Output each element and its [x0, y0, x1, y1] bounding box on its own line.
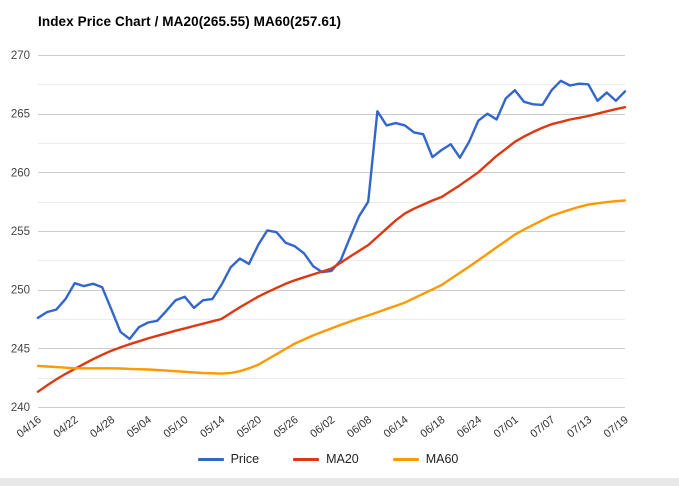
x-axis-tick-label: 04/22: [51, 414, 80, 440]
ma20-line-swatch: [293, 457, 320, 461]
x-axis-tick-label: 06/24: [455, 414, 484, 440]
ma60-line: [36, 199, 627, 375]
minor-gridlines: [38, 84, 625, 379]
x-axis-labels: 04/16 04/22 04/28 05/04 05/10 05/14 05/20 05/26…: [15, 414, 631, 440]
x-axis-tick-label: 05/10: [162, 414, 191, 440]
y-axis-tick-label: 270: [11, 50, 30, 62]
x-axis-tick-label: 05/14: [198, 414, 227, 440]
bottom-scrollbar-track[interactable]: [0, 478, 679, 486]
price-chart-svg: 240 245 250 255 260 265 270 04/16 04/22 04/28 05/…: [11, 50, 631, 440]
y-axis-tick-label: 240: [11, 402, 30, 414]
major-gridlines: [38, 55, 625, 408]
y-axis-tick-label: 250: [11, 285, 30, 297]
y-axis-tick-label: 260: [11, 167, 30, 179]
x-axis-tick-label: 04/16: [15, 414, 44, 440]
chart-title: Index Price Chart / MA20(265.55) MA60(25…: [38, 14, 342, 29]
x-axis-tick-label: 04/28: [88, 414, 117, 440]
series-lines: [36, 79, 627, 393]
x-axis-tick-label: 06/08: [345, 414, 374, 440]
x-axis-tick-label: 06/14: [382, 414, 411, 440]
legend-item-ma20: MA20: [293, 452, 359, 466]
x-axis-tick-label: 07/19: [602, 414, 631, 440]
x-axis-tick-label: 07/13: [565, 414, 594, 440]
legend-item-price: Price: [197, 452, 260, 466]
x-axis-tick-label: 05/04: [125, 414, 154, 440]
chart-legend: Price MA20 MA60: [0, 450, 656, 468]
ma20-line: [36, 106, 627, 393]
y-axis-tick-label: 245: [11, 343, 30, 355]
y-axis-labels: 240 245 250 255 260 265 270: [11, 50, 30, 414]
ma60-line-swatch: [392, 457, 419, 461]
legend-label-ma60: MA60: [425, 452, 459, 466]
legend-label-ma20: MA20: [326, 452, 359, 466]
x-axis-tick-label: 05/20: [235, 414, 264, 440]
x-axis-tick-label: 06/02: [308, 414, 337, 440]
y-axis-tick-label: 255: [11, 226, 30, 238]
legend-label-price: Price: [230, 452, 260, 466]
legend-item-ma60: MA60: [392, 452, 459, 466]
x-axis-tick-label: 05/26: [272, 414, 301, 440]
x-axis-tick-label: 06/18: [418, 414, 447, 440]
x-axis-tick-label: 07/01: [492, 414, 521, 440]
price-line-swatch: [197, 457, 224, 461]
y-axis-tick-label: 265: [11, 109, 30, 121]
x-axis-tick-label: 07/07: [528, 414, 557, 440]
price-line: [36, 79, 627, 341]
